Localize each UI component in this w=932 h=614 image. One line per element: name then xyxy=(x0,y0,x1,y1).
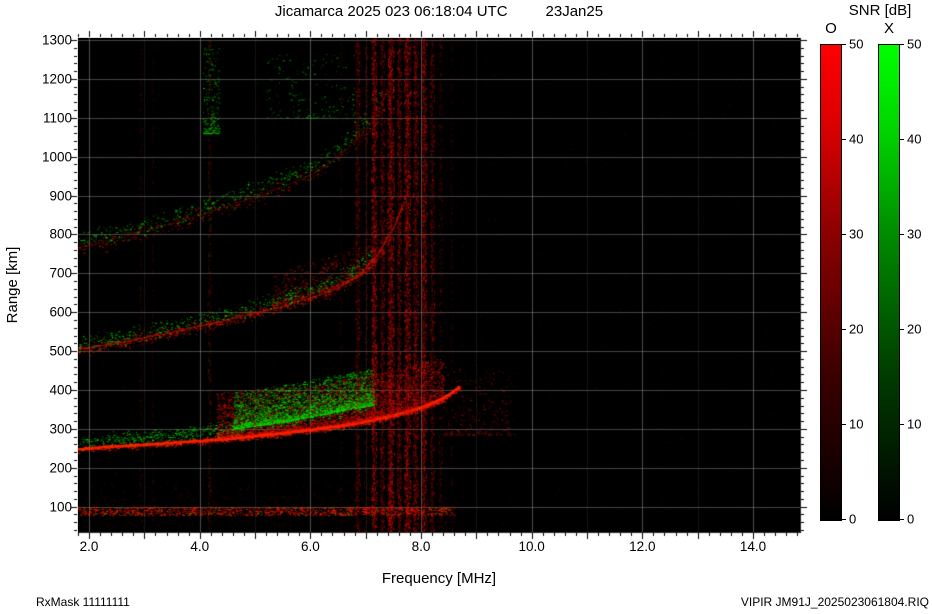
x-tick-label: 4.0 xyxy=(190,539,210,554)
y-tick-label: 400 xyxy=(49,382,72,398)
y-tick-label: 700 xyxy=(49,265,72,281)
colorbar-tick xyxy=(899,329,904,330)
colorbar-tick xyxy=(899,519,904,520)
y-tick-label: 800 xyxy=(49,226,72,242)
y-tick-label: 500 xyxy=(49,343,72,359)
y-tick-label: 600 xyxy=(49,304,72,320)
x-tick-label: 12.0 xyxy=(629,539,656,554)
colorbar-tick-label: 50 xyxy=(907,36,922,52)
y-tick-label: 1300 xyxy=(41,32,72,48)
x-axis-label: Frequency [MHz] xyxy=(381,570,497,587)
y-tick-label: 100 xyxy=(49,499,72,515)
ionogram-plot-canvas xyxy=(78,38,800,532)
colorbar-tick xyxy=(841,519,846,520)
x-tick-label: 8.0 xyxy=(411,539,431,554)
rx-mask-text: RxMask 11111111 xyxy=(36,595,130,609)
x-tick-label: 14.0 xyxy=(739,539,767,554)
colorbar-x-mode xyxy=(878,44,900,521)
colorbar-o-label: O xyxy=(825,20,837,37)
y-tick-label: 200 xyxy=(49,460,72,476)
colorbar-tick xyxy=(899,234,904,235)
colorbar-tick-label: 20 xyxy=(849,321,864,337)
colorbar-tick xyxy=(899,424,904,425)
colorbar-tick-label: 40 xyxy=(907,131,922,147)
colorbar-x-label: X xyxy=(883,20,894,37)
colorbar-tick-label: 10 xyxy=(849,416,864,432)
y-tick-label: 1100 xyxy=(42,110,72,126)
colorbar-tick-label: 30 xyxy=(849,226,864,242)
y-axis-label: Range [km] xyxy=(4,246,21,324)
colorbar-tick-label: 0 xyxy=(849,511,857,527)
colorbar-tick xyxy=(899,139,904,140)
colorbar-tick xyxy=(841,234,846,235)
colorbar-tick xyxy=(841,139,846,140)
colorbar-o-mode xyxy=(820,44,842,521)
y-tick-label: 900 xyxy=(49,188,72,204)
x-tick-label: 10.0 xyxy=(518,539,545,554)
colorbar-tick-label: 40 xyxy=(849,131,864,147)
y-tick-label: 1200 xyxy=(41,71,72,87)
x-tick-label: 6.0 xyxy=(300,539,320,554)
colorbar-tick-label: 10 xyxy=(907,416,922,432)
y-tick-label: 1000 xyxy=(41,149,72,165)
colorbar-tick-label: 0 xyxy=(907,511,915,527)
colorbar-tick-label: 50 xyxy=(849,36,864,52)
colorbar-tick xyxy=(841,44,846,45)
colorbar-tick xyxy=(841,424,846,425)
y-tick-label: 300 xyxy=(49,421,72,437)
x-tick-label: 2.0 xyxy=(79,539,99,554)
data-file-text: VIPIR JM91J_2025023061804.RIQ xyxy=(740,595,929,609)
colorbar-tick xyxy=(899,44,904,45)
colorbar-tick-label: 20 xyxy=(907,321,922,337)
colorbar-tick-label: 30 xyxy=(907,226,922,242)
colorbar-tick xyxy=(841,329,846,330)
